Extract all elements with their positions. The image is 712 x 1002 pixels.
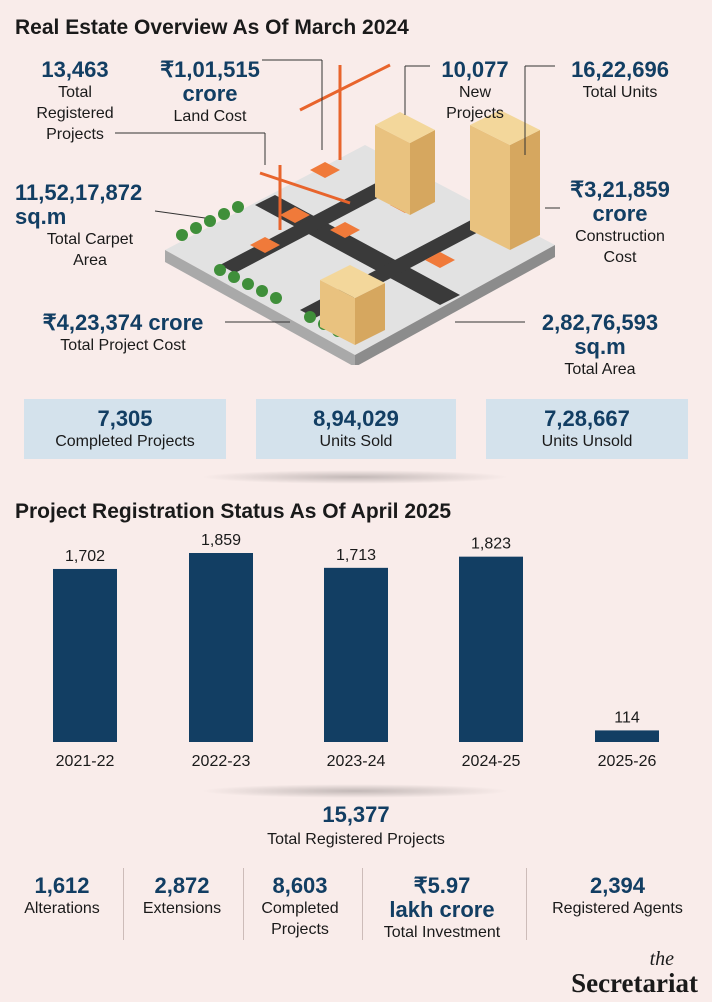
- carpet-area-callout: 11,52,17,872 sq.m Total Carpet Area: [15, 181, 165, 271]
- total-units-label: Total Units: [582, 84, 658, 101]
- stat-completed: 8,603 Completed Projects: [246, 874, 354, 940]
- stat-value: 8,603: [272, 873, 328, 898]
- category-label: 2025-26: [598, 753, 657, 770]
- summary-box-sold: 8,94,029 Units Sold: [256, 399, 456, 459]
- registration-bar-chart: 1,702 2021-22 1,859 2022-23 1,713 2023-24 1,82…: [53, 532, 659, 770]
- total-units-callout: 16,22,696 Total Units: [555, 58, 685, 103]
- category-label: 2022-23: [192, 753, 251, 770]
- stat-separator: [526, 868, 527, 940]
- bar-value-label: 1,713: [336, 547, 376, 564]
- bar-value-label: 1,702: [65, 548, 105, 565]
- registered-callout: 13,463 Total Registered Projects: [15, 58, 135, 145]
- land-cost-unit: crore: [182, 81, 238, 106]
- stat-extensions: 2,872 Extensions: [128, 874, 236, 919]
- total-area-value: 2,82,76,593: [541, 310, 659, 335]
- brand-line-1: the: [649, 948, 674, 970]
- registered-value: 13,463: [41, 57, 109, 82]
- land-cost-callout: ₹1,01,515 crore Land Cost: [150, 58, 270, 127]
- summary-box-label: Units Sold: [319, 433, 393, 450]
- carpet-area-label-2: Area: [73, 252, 107, 269]
- divider-shadow-2: [200, 784, 510, 798]
- carpet-area-value: 11,52,17,872: [15, 180, 143, 205]
- bar-2022-23: [189, 553, 253, 742]
- bar-value-label: 1,859: [201, 532, 241, 549]
- construction-cost-label-1: Construction: [575, 228, 665, 245]
- summary-box-completed: 7,305 Completed Projects: [24, 399, 226, 459]
- total-registered-block: 15,377 Total Registered Projects: [206, 803, 506, 850]
- stat-value: 2,394: [589, 873, 646, 898]
- construction-cost-value: ₹3,21,859: [570, 177, 670, 202]
- bar-2025-26: [595, 730, 659, 742]
- stat-value: ₹5.97: [413, 873, 471, 898]
- category-label: 2023-24: [327, 753, 386, 770]
- category-label: 2024-25: [462, 753, 521, 770]
- total-registered-value: 15,377: [322, 802, 390, 827]
- land-cost-value: ₹1,01,515: [160, 57, 260, 82]
- total-units-value: 16,22,696: [571, 57, 669, 82]
- brand-logo: the Secretariat: [571, 948, 698, 998]
- leader-lines: [115, 59, 560, 323]
- registered-label-3: Projects: [46, 126, 104, 143]
- new-projects-value: 10,077: [441, 57, 509, 82]
- stat-label-2: Projects: [271, 921, 329, 938]
- project-cost-label: Total Project Cost: [60, 337, 186, 354]
- new-projects-label-1: New: [458, 84, 491, 101]
- registered-label-1: Total: [58, 84, 92, 101]
- carpet-area-unit: sq.m: [15, 204, 67, 229]
- land-cost-label: Land Cost: [173, 108, 247, 125]
- stat-value-unit: lakh crore: [389, 897, 495, 922]
- project-cost-value: ₹4,23,374 crore: [42, 310, 204, 335]
- construction-cost-unit: crore: [592, 201, 648, 226]
- summary-box-value: 7,28,667: [544, 406, 630, 431]
- summary-box-label: Completed Projects: [55, 433, 195, 450]
- stat-alterations: 1,612 Alterations: [8, 874, 116, 919]
- stat-agents: 2,394 Registered Agents: [530, 874, 705, 919]
- carpet-area-label-1: Total Carpet: [46, 231, 134, 248]
- overview-title: Real Estate Overview As Of March 2024: [15, 16, 409, 39]
- stat-label: Registered Agents: [552, 900, 683, 917]
- stat-value: 1,612: [34, 873, 90, 898]
- total-registered-label: Total Registered Projects: [267, 831, 445, 848]
- bar-2024-25: [459, 556, 523, 742]
- summary-box-value: 7,305: [97, 406, 153, 431]
- project-cost-callout: ₹4,23,374 crore Total Project Cost: [18, 311, 228, 356]
- stat-value: 2,872: [154, 873, 210, 898]
- stat-label: Total Investment: [383, 924, 501, 941]
- total-area-unit: sq.m: [574, 334, 626, 359]
- stat-label-1: Completed: [261, 900, 339, 917]
- stat-separator: [123, 868, 124, 940]
- new-projects-label-2: Projects: [446, 105, 504, 122]
- summary-box-label: Units Unsold: [541, 433, 633, 450]
- stat-separator: [243, 868, 244, 940]
- divider-shadow: [200, 470, 510, 484]
- new-projects-callout: 10,077 New Projects: [415, 58, 535, 124]
- brand-line-2: Secretariat: [571, 968, 698, 998]
- registered-label-2: Registered: [36, 105, 114, 122]
- summary-box-value: 8,94,029: [313, 406, 399, 431]
- bar-value-label: 114: [614, 709, 640, 726]
- stat-label: Extensions: [142, 900, 222, 917]
- construction-cost-label-2: Cost: [603, 249, 637, 266]
- stat-investment: ₹5.97 lakh crore Total Investment: [367, 874, 517, 943]
- city-illustration: [165, 63, 555, 365]
- total-area-label: Total Area: [564, 361, 636, 378]
- summary-box-unsold: 7,28,667 Units Unsold: [486, 399, 688, 459]
- construction-cost-callout: ₹3,21,859 crore Construction Cost: [555, 178, 685, 268]
- stat-label: Alterations: [24, 900, 100, 917]
- total-area-callout: 2,82,76,593 sq.m Total Area: [520, 311, 680, 380]
- stat-separator: [362, 868, 363, 940]
- bar-2023-24: [324, 567, 388, 742]
- category-label: 2021-22: [56, 753, 115, 770]
- bar-2021-22: [53, 568, 117, 742]
- registration-title: Project Registration Status As Of April …: [15, 500, 452, 523]
- bar-value-label: 1,823: [471, 536, 511, 553]
